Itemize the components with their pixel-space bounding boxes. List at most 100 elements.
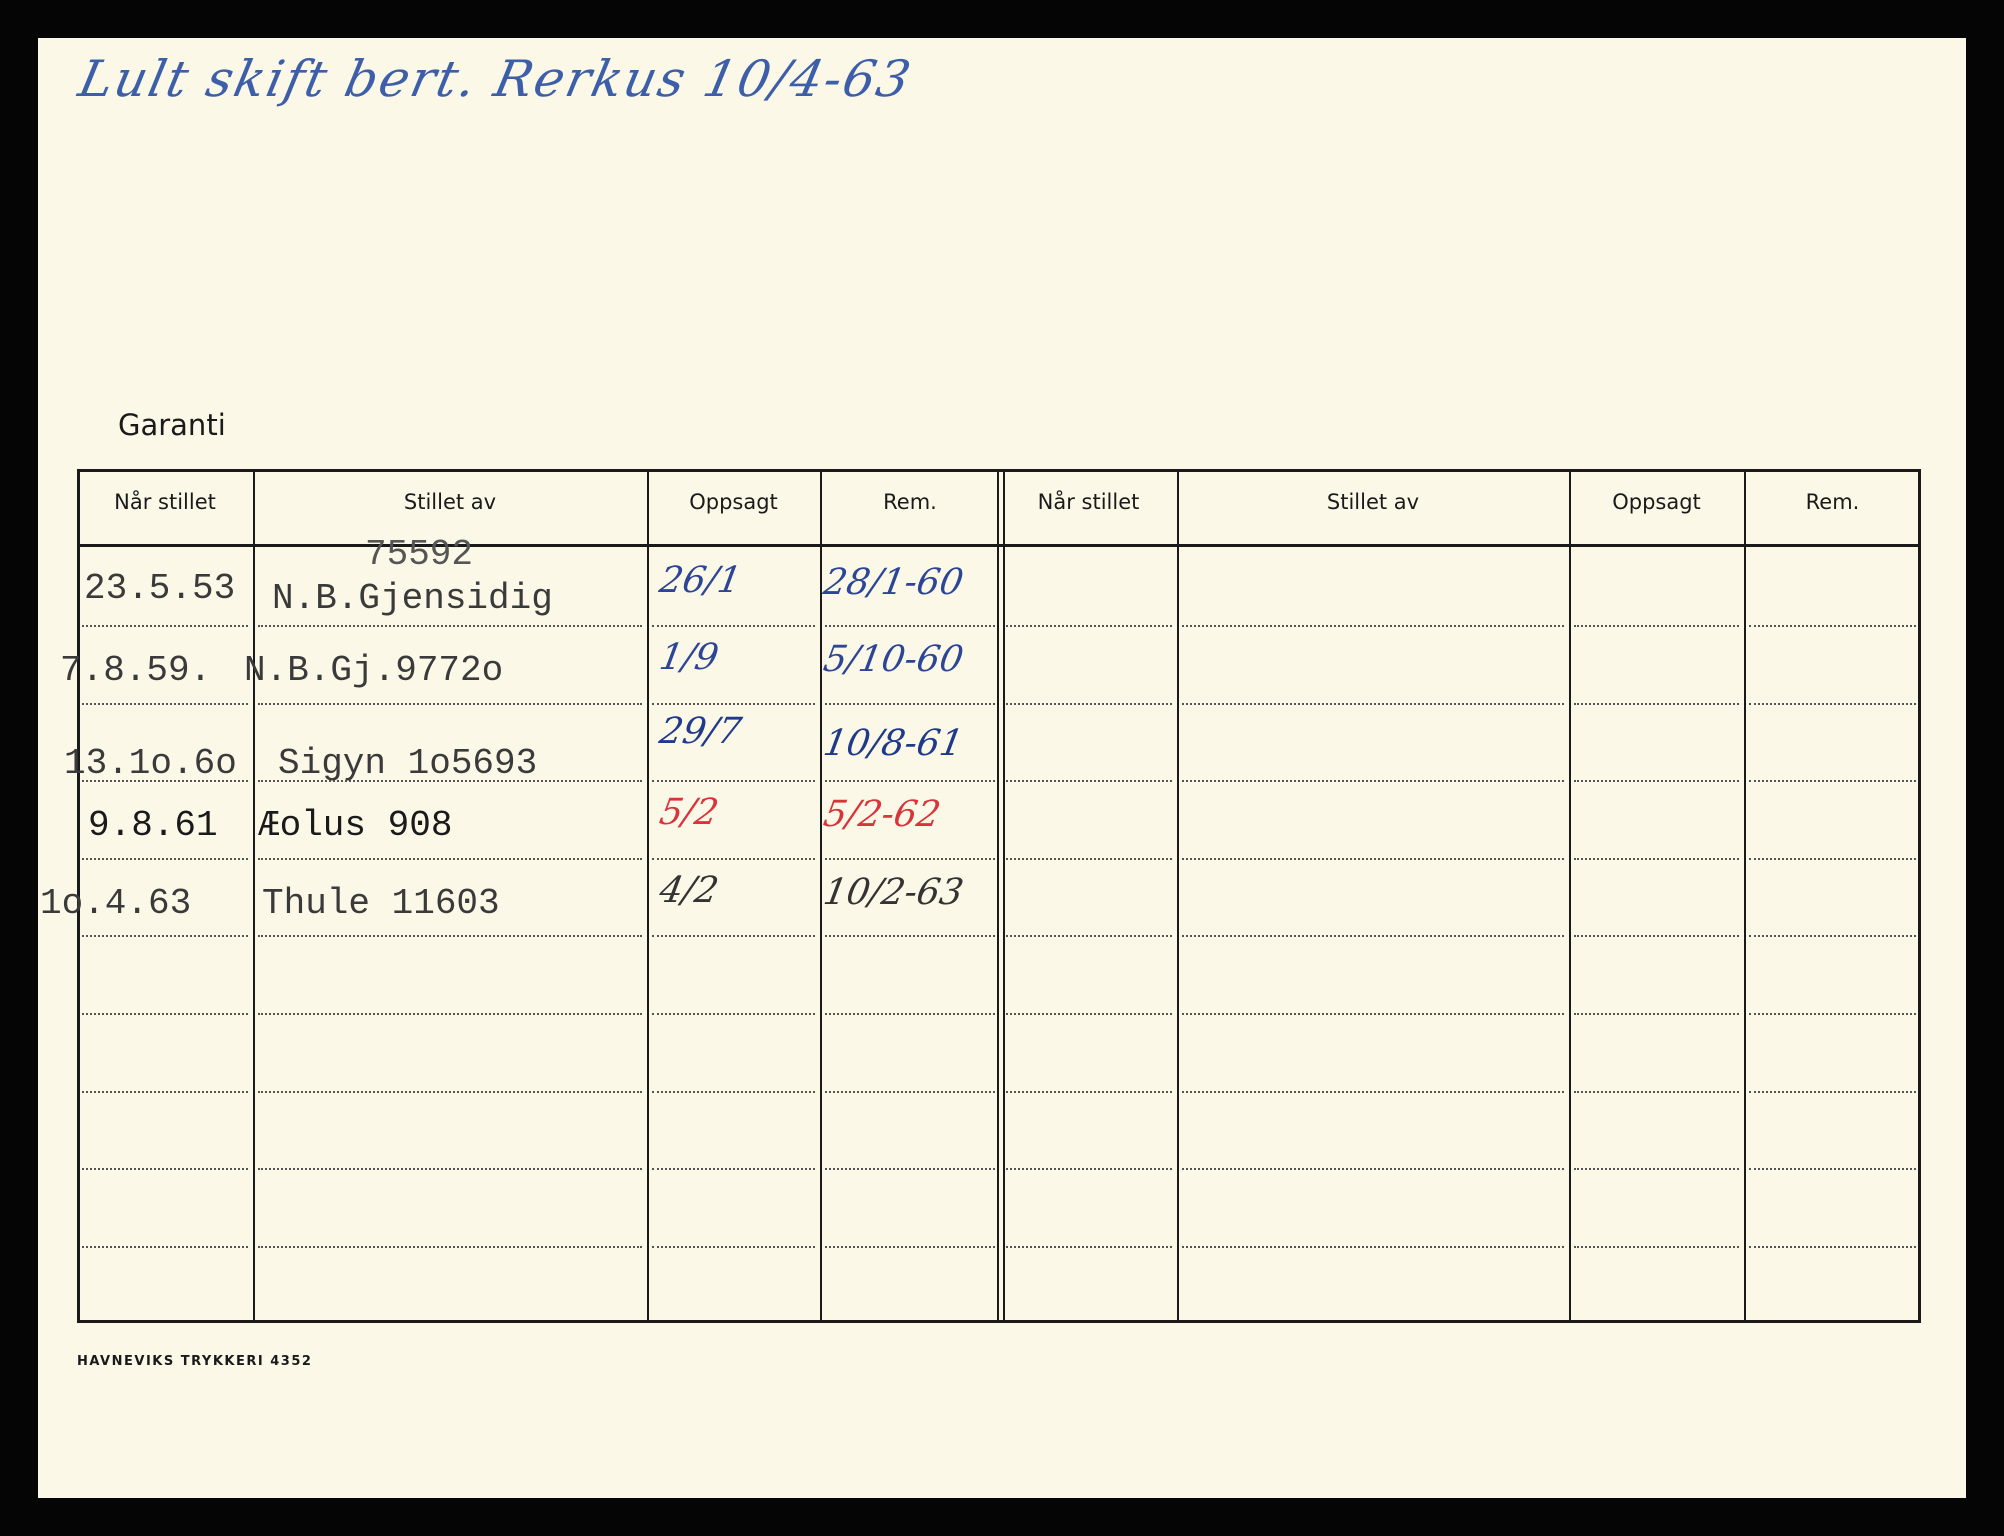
column-header: Oppsagt [1612,490,1701,514]
row-rule [1749,935,1916,937]
row-rule [1006,935,1172,937]
column-divider [1177,469,1179,1323]
row-rule [652,1013,815,1015]
row-rule [825,1091,995,1093]
row-rule [825,935,995,937]
row-rule [82,1246,248,1248]
row-rule [1006,1013,1172,1015]
row-rule [82,935,248,937]
row-rule [1574,1091,1739,1093]
row-rule [652,703,815,705]
row-rule [258,1246,642,1248]
row-cancelled-date: 29/7 [656,711,745,752]
row-rule [1182,1246,1564,1248]
row-rule [1574,780,1739,782]
row-rule [1006,1168,1172,1170]
column-header: Stillet av [403,490,497,514]
handwritten-note: Lult skift bert. Rerkus 10/4-63 [73,50,918,108]
row-rule [258,780,642,782]
row-cancelled-date: 26/1 [656,560,745,601]
column-divider [647,469,649,1323]
row-rule [652,625,815,627]
header-divider [77,544,1921,547]
row-rule [1006,1246,1172,1248]
row-rule [1182,858,1564,860]
column-divider [1744,469,1746,1323]
row-rule [825,1013,995,1015]
row-rule [82,858,248,860]
row-rule [652,1246,815,1248]
row-rule [82,780,248,782]
row-date: 9.8.61 [88,805,218,846]
row-rule [1006,858,1172,860]
row-rule [1574,1168,1739,1170]
row-rule [1749,780,1916,782]
section-title: Garanti [118,408,226,442]
column-divider [1003,469,1005,1323]
document-card [38,38,1966,1498]
row-cancelled-date: 5/2 [656,792,722,833]
row-cancelled-date: 4/2 [656,870,722,911]
row-rule [82,625,248,627]
column-divider [820,469,822,1323]
row-rule [258,935,642,937]
row-rule [1182,780,1564,782]
column-header: Oppsagt [689,490,778,514]
row-issuer: Sigyn 1o5693 [278,743,538,784]
row-rule [825,625,995,627]
row-rule [652,935,815,937]
column-header: Stillet av [1326,490,1420,514]
row-rule [1574,625,1739,627]
row-rule [652,780,815,782]
row-remark: 5/10-60 [820,639,967,680]
row-date: 1o.4.63 [40,883,192,924]
row-issuer: Thule 11603 [262,883,500,924]
row-rule [258,1013,642,1015]
row-rule [1574,858,1739,860]
row-rule [82,1091,248,1093]
row-policy-number: 75592 [365,534,474,575]
row-rule [1574,1246,1739,1248]
row-rule [1182,703,1564,705]
row-rule [258,1168,642,1170]
row-remark: 5/2-62 [820,794,944,835]
printer-imprint: HAVNEVIKS TRYKKERI 4352 [77,1354,313,1369]
row-rule [82,1013,248,1015]
row-rule [82,1168,248,1170]
row-rule [258,703,642,705]
row-rule [1182,1091,1564,1093]
row-issuer: N.B.Gjensidig [272,578,553,619]
row-rule [1749,1168,1916,1170]
row-rule [1182,1168,1564,1170]
column-divider [1569,469,1571,1323]
row-date: 13.1o.6o [64,743,237,784]
row-rule [825,1246,995,1248]
row-rule [652,858,815,860]
row-rule [1006,1091,1172,1093]
row-rule [1574,703,1739,705]
column-header: Når stillet [1037,490,1140,514]
row-rule [1749,703,1916,705]
row-rule [1749,1091,1916,1093]
row-date: 23.5.53 [84,568,236,609]
row-rule [825,1168,995,1170]
row-rule [652,1168,815,1170]
row-cancelled-date: 1/9 [656,637,722,678]
column-header: Rem. [883,490,937,514]
row-rule [825,703,995,705]
column-divider [253,469,255,1323]
row-rule [1182,935,1564,937]
row-remark: 10/2-63 [820,872,967,913]
row-issuer: N.B.Gj.9772o [244,650,504,691]
row-rule [825,780,995,782]
guarantee-table [77,469,1921,1323]
row-rule [1006,625,1172,627]
row-rule [1749,1013,1916,1015]
row-rule [1182,1013,1564,1015]
row-remark: 10/8-61 [820,723,967,764]
row-remark: 28/1-60 [820,562,967,603]
row-rule [1182,625,1564,627]
row-issuer: Æolus 908 [258,805,453,846]
row-date: 7.8.59. [60,650,212,691]
column-header: Rem. [1805,490,1860,514]
